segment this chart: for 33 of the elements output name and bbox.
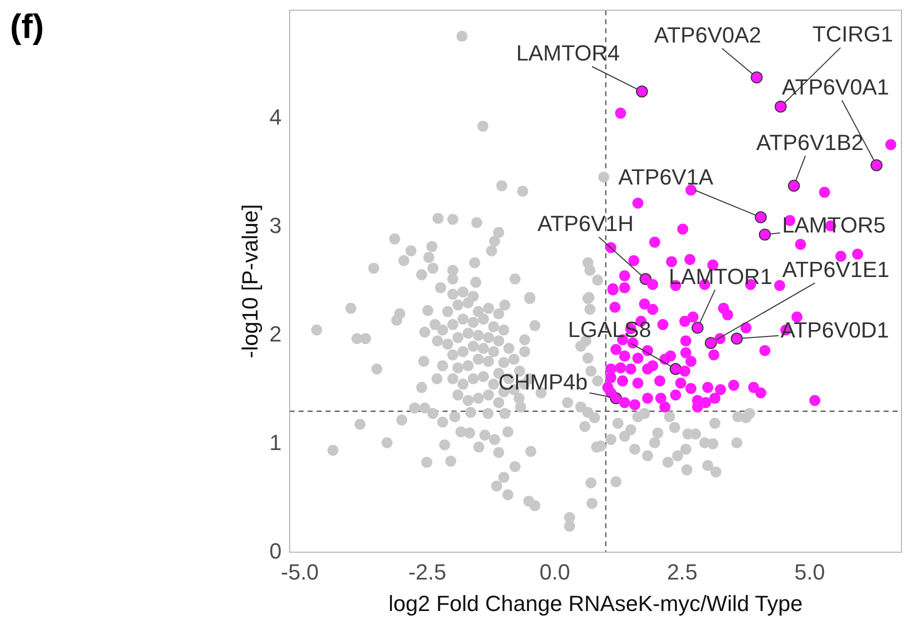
- annotation: TCIRG1: [812, 22, 893, 47]
- x-tick-label: 2.5: [666, 559, 698, 584]
- point: [730, 332, 743, 345]
- annotation: ATP6V1A: [618, 164, 714, 190]
- point: [670, 363, 682, 376]
- y-tick-label: 2: [269, 321, 282, 346]
- chart-title: (f): [10, 8, 44, 47]
- point: [636, 86, 648, 98]
- annotation: CHMP4b: [498, 369, 588, 394]
- annotation: LAMTOR1: [668, 264, 772, 289]
- point: [774, 100, 787, 113]
- y-tick-label: 0: [269, 538, 282, 564]
- x-axis-title: log2 Fold Change RNAseK-myc/Wild Type: [388, 590, 803, 616]
- x-tick-label: 0.0: [539, 559, 570, 584]
- x-tick-label: -2.5: [408, 559, 446, 584]
- annotation: ATP6V0A2: [654, 22, 762, 48]
- point: [870, 159, 883, 172]
- y-tick-label: 4: [269, 104, 282, 130]
- y-tick-label: 1: [269, 430, 282, 455]
- annotation: ATP6V1H: [537, 211, 634, 236]
- x-tick-label: -5.0: [280, 559, 319, 584]
- point: [758, 228, 771, 241]
- point: [788, 180, 800, 192]
- annotation: ATP6V1E1: [782, 257, 890, 282]
- annotation: LAMTOR4: [516, 40, 620, 66]
- point: [754, 211, 767, 224]
- point: [750, 71, 763, 84]
- y-axis-title: -log10 [P-value]: [237, 204, 262, 358]
- point: [704, 336, 717, 349]
- y-tick-label: 3: [269, 213, 282, 238]
- x-tick-label: 5.0: [794, 559, 826, 584]
- point: [692, 322, 704, 334]
- annotation: ATP6V1B2: [756, 130, 864, 155]
